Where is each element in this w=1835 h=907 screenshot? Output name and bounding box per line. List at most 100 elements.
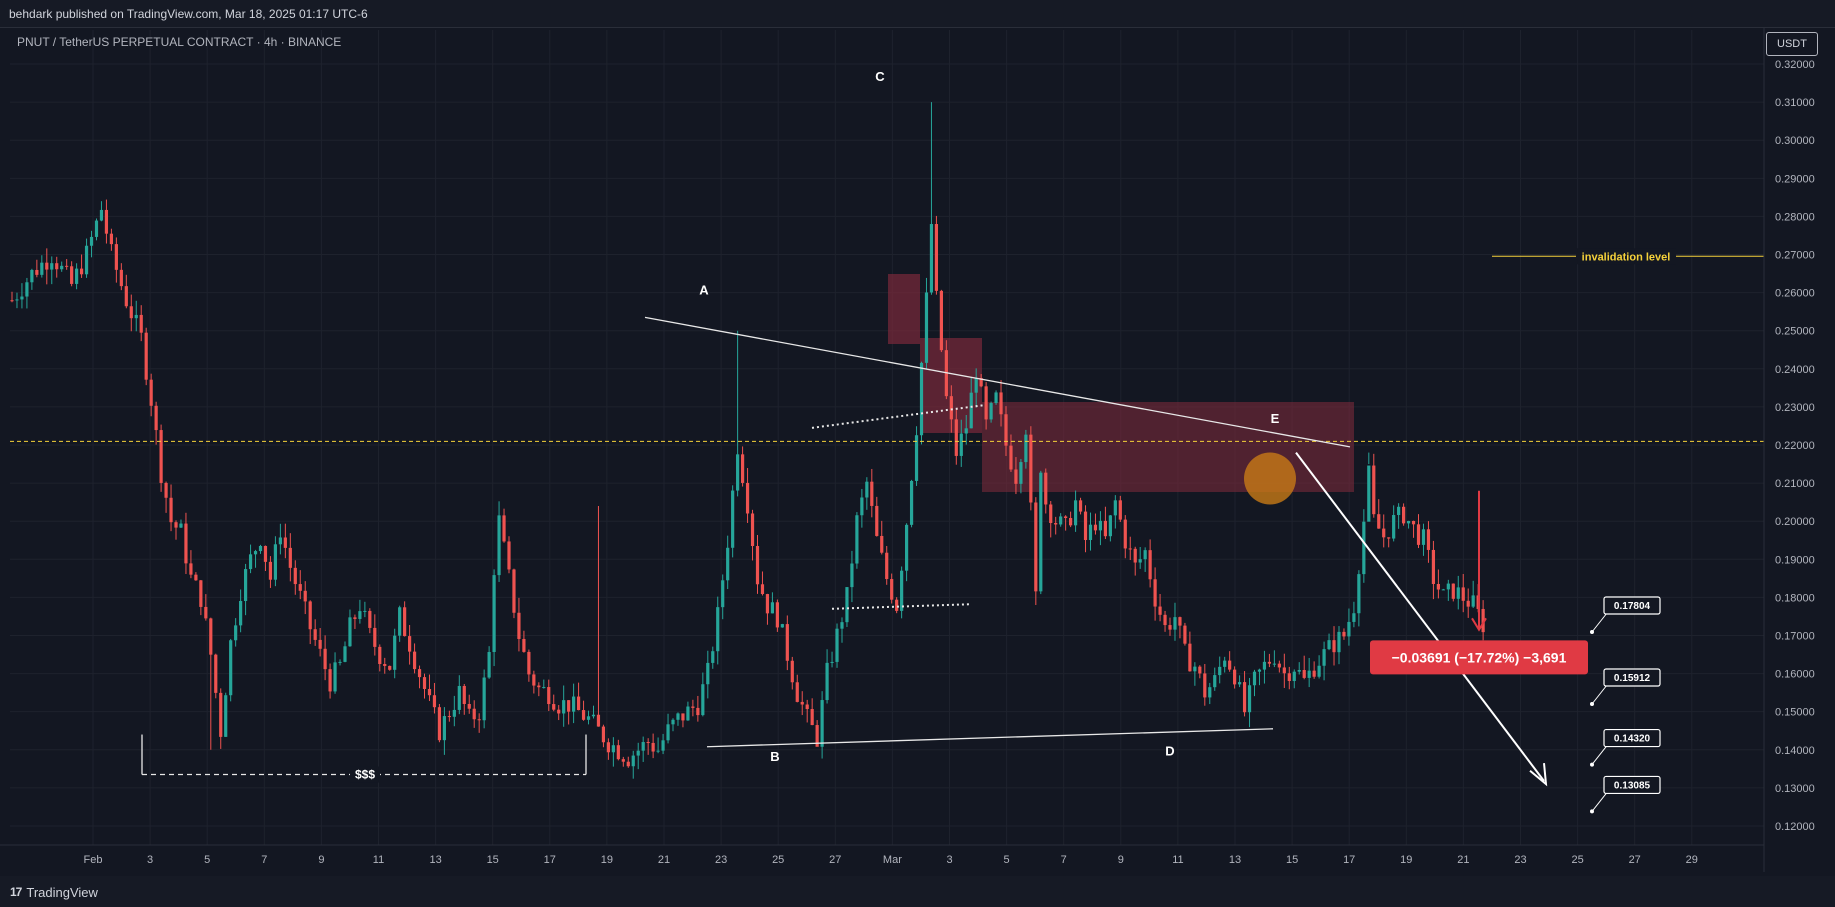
price-tick-label: 0.12000: [1775, 821, 1815, 833]
candle-body: [865, 481, 869, 498]
candle-body: [646, 742, 650, 744]
projection-arrow: [1295, 452, 1545, 782]
candle-body: [417, 669, 422, 678]
target-pointer: [1591, 684, 1608, 705]
candle-body: [532, 674, 536, 686]
candle-body: [964, 428, 968, 434]
candle-body: [740, 454, 745, 483]
candle-body: [35, 269, 39, 275]
supply-zone: [888, 274, 920, 344]
candle-body: [636, 750, 640, 756]
time-tick-label: 25: [1571, 854, 1583, 866]
tradingview-logo[interactable]: 17 TradingView: [10, 882, 98, 902]
candle-body: [656, 750, 660, 752]
target-dot: [1590, 809, 1594, 814]
candle-body: [10, 300, 14, 302]
candle-body: [1421, 529, 1426, 545]
candle-body: [179, 523, 183, 528]
symbol-title: PNUT / TetherUS PERPETUAL CONTRACT · 4h …: [17, 35, 342, 49]
measure-label: −0.03691 (−17.72%) −3,691: [1392, 649, 1567, 665]
upper-trendline: [644, 316, 1351, 448]
candle-body: [1024, 434, 1028, 463]
candle-body: [378, 646, 382, 665]
candle-body: [139, 314, 143, 333]
candle-body: [1357, 574, 1361, 614]
candle-body: [681, 713, 685, 721]
candle-body: [621, 759, 625, 762]
candle-body: [1347, 621, 1351, 637]
candle-body: [1411, 520, 1416, 525]
candle-body: [736, 454, 740, 491]
candle-body: [770, 602, 775, 614]
price-tick-label: 0.27000: [1775, 250, 1815, 262]
candle-body: [248, 554, 253, 570]
time-tick-label: 19: [601, 854, 613, 866]
candle-body: [1247, 685, 1252, 713]
candle-body: [50, 263, 54, 270]
candle-body: [70, 266, 74, 284]
candle-body: [989, 403, 993, 420]
candle-body: [447, 716, 451, 718]
candle-body: [328, 669, 332, 692]
candle-body: [1093, 524, 1098, 531]
candle-body: [1471, 595, 1475, 607]
candle-body: [934, 224, 939, 291]
candle-body: [1406, 520, 1411, 524]
candle-body: [1198, 666, 1202, 674]
candle-body: [15, 299, 19, 301]
candle-body: [731, 490, 735, 548]
candle-body: [1148, 550, 1152, 580]
candle-body: [144, 332, 148, 380]
candle-body: [268, 561, 273, 580]
price-tick-label: 0.13000: [1775, 783, 1815, 795]
candle-body: [462, 685, 466, 705]
candle-body: [651, 742, 655, 752]
candle-body: [557, 709, 561, 714]
candle-body: [1133, 548, 1137, 563]
candle-body: [1044, 472, 1048, 505]
candle-body: [1054, 523, 1058, 525]
time-tick-label: 21: [1457, 854, 1469, 866]
candle-body: [353, 617, 357, 619]
candle-body: [800, 701, 804, 705]
candle-body: [830, 661, 834, 663]
candle-body: [303, 590, 307, 602]
candle-body: [1158, 606, 1162, 615]
candle-body: [1446, 583, 1450, 590]
candle-body: [1451, 583, 1455, 599]
price-axis: 0.32000 0.31000 0.30000 0.29000 0.28000 0.270…: [1763, 27, 1835, 872]
candle-body: [1397, 506, 1401, 516]
candle-body: [497, 515, 501, 576]
candle-body: [383, 664, 387, 666]
candle-body: [1382, 528, 1386, 538]
drawings: 0.22095invalidation level0.269540.173074…: [10, 69, 1821, 814]
candle-body: [119, 269, 123, 287]
candle-body: [552, 704, 556, 710]
candle-body: [482, 677, 486, 721]
candle-body: [467, 704, 471, 709]
candle-body: [517, 612, 521, 639]
candle-body: [716, 607, 720, 652]
candle-body: [363, 610, 367, 612]
highlight-circle: [1244, 452, 1296, 505]
candle-body: [522, 638, 526, 652]
target-dot: [1590, 630, 1594, 634]
candle-body: [288, 547, 292, 568]
candle-body: [979, 378, 983, 387]
candle-body: [984, 386, 988, 420]
candle-body: [263, 545, 268, 562]
candle-body: [1337, 631, 1341, 653]
candle-body: [900, 570, 904, 611]
candle-body: [805, 704, 809, 710]
candle-body: [1098, 520, 1103, 531]
candle-body: [875, 505, 879, 536]
candle-body: [1456, 587, 1460, 599]
currency-button[interactable]: USDT: [1766, 32, 1818, 56]
candle-body: [616, 745, 620, 760]
candle-body: [239, 600, 243, 626]
time-tick-label: Feb: [84, 854, 103, 866]
candle-body: [850, 563, 854, 588]
footer-bar: [0, 876, 1835, 907]
candle-body: [780, 624, 784, 628]
